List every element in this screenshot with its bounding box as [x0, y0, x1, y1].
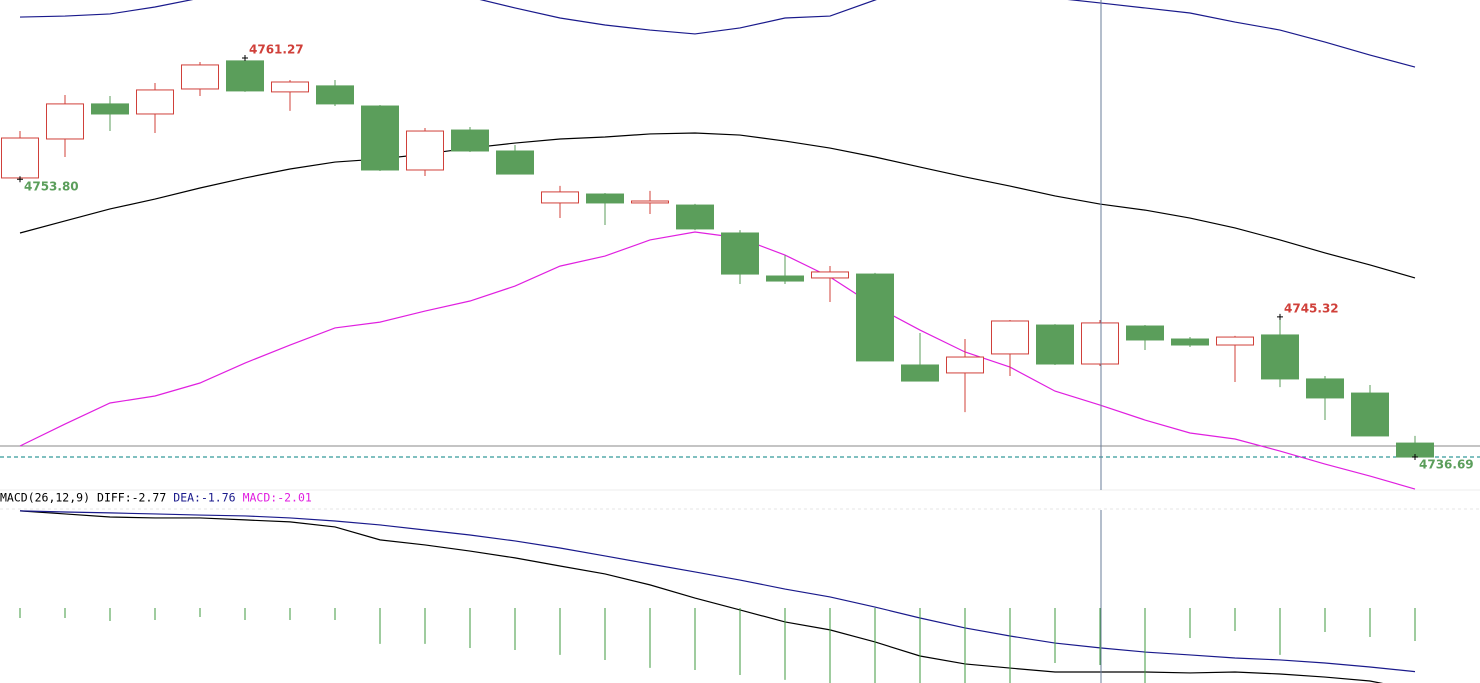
extreme-label: 4753.80 — [24, 180, 79, 194]
macd-panel — [19, 510, 1416, 683]
extreme-marker — [242, 54, 248, 61]
candle-body — [811, 271, 849, 279]
candle-body — [541, 191, 579, 204]
candle-body — [991, 320, 1029, 355]
candle-body — [181, 64, 219, 90]
candle-body — [856, 273, 894, 362]
candle-body — [1126, 325, 1164, 341]
legend-entry: MACD:-2.01 — [243, 491, 312, 505]
extreme-marker — [1412, 454, 1418, 461]
extreme-marker — [1277, 313, 1283, 320]
candle-body — [271, 81, 309, 93]
candle-body — [451, 129, 489, 152]
price-panel — [0, 0, 1480, 490]
candle-body — [1036, 324, 1074, 365]
candle-body — [226, 60, 264, 92]
indicator-line — [19, 510, 1416, 673]
candle-body — [631, 200, 669, 204]
candle-body — [91, 103, 129, 115]
indicator-line — [19, 510, 1384, 683]
candle-body — [676, 204, 714, 230]
candle-body — [1171, 338, 1209, 346]
candle-body — [136, 89, 174, 115]
macd-header: MACD(26,12,9) DIFF:-2.77 DEA:-1.76 MACD:-2.… — [0, 491, 312, 505]
extreme-label: 4736.69 — [1419, 458, 1474, 472]
legend-entry: DIFF:-2.77 — [97, 491, 166, 505]
candle-body — [1081, 322, 1119, 365]
extreme-label: 4745.32 — [1284, 301, 1339, 315]
candle-body — [766, 275, 804, 282]
candle-body — [46, 103, 84, 140]
candle-body — [946, 356, 984, 374]
candle-body — [586, 193, 624, 204]
overlay-line — [19, 132, 1416, 279]
extreme-marker — [17, 176, 23, 183]
candle-body — [496, 150, 534, 175]
overlay-line — [19, 231, 1416, 490]
candle-body — [361, 105, 399, 171]
candle-body — [1, 137, 39, 179]
candle-body — [721, 232, 759, 275]
candle-body — [901, 364, 939, 382]
candle-body — [1216, 336, 1254, 346]
candle-body — [316, 85, 354, 105]
candle-body — [1306, 378, 1344, 399]
candle-body — [406, 130, 444, 171]
legend-entry: DEA:-1.76 — [173, 491, 235, 505]
extreme-label: 4761.27 — [249, 42, 304, 56]
overlay-line — [19, 0, 1416, 68]
candle-body — [1351, 392, 1389, 437]
candle-body — [1261, 334, 1299, 380]
indicator-title: MACD(26,12,9) — [0, 491, 90, 505]
